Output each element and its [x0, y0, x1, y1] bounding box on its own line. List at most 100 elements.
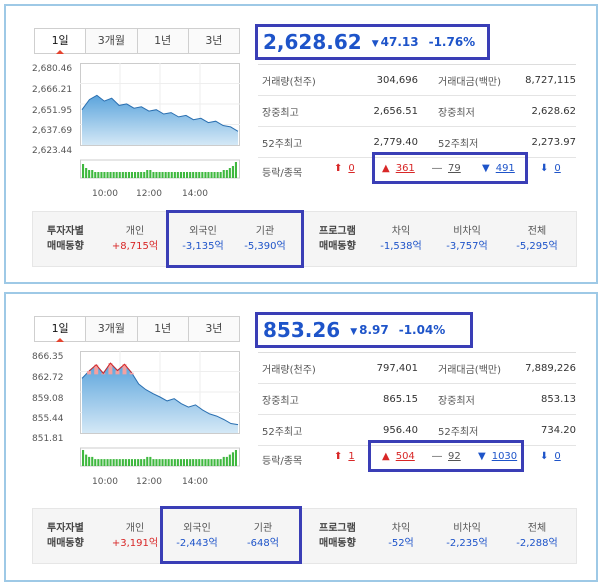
volume-bar: [170, 172, 173, 178]
upper-limit-link[interactable]: ⬆ 1: [334, 451, 355, 462]
volume-bar: [182, 172, 185, 178]
volume-bar: [94, 459, 97, 466]
stat-value: 797,401: [376, 362, 418, 374]
decline-link[interactable]: ▼ 491: [482, 163, 515, 174]
volume-bar: [210, 459, 213, 466]
volume-bar: [82, 450, 85, 466]
price-highlight-box: 853.26 ▼ 8.97 -1.04%: [255, 312, 473, 348]
volume-bar: [176, 172, 179, 178]
stat-label: 장중최고: [262, 395, 299, 407]
volume-bar: [137, 172, 140, 178]
volume-bar: [198, 172, 201, 178]
stat-row: 거래량(천주) 304,696 거래대금(백만) 8,727,115: [258, 65, 576, 96]
y-tick-label: 2,637.69: [32, 126, 73, 136]
up-arrow-icon: ⬆: [334, 163, 343, 174]
advance-decline-highlight-box: [368, 440, 524, 472]
volume-bar: [201, 459, 204, 466]
volume-bar: [189, 172, 192, 178]
volume-bar: [231, 452, 234, 466]
volume-bar: [155, 459, 158, 466]
stat-label: 52주최고: [262, 138, 303, 150]
tab-3month[interactable]: 3개월: [86, 317, 138, 341]
volume-bar: [106, 172, 109, 178]
volume-bar: [195, 459, 198, 466]
x-tick-label: 14:00: [182, 477, 208, 487]
decline-link[interactable]: ▼ 1030: [478, 451, 518, 462]
volume-bar: [216, 172, 219, 178]
lower-limit-link[interactable]: ⬇ 0: [540, 163, 561, 174]
volume-bar: [112, 172, 115, 178]
volume-bar: [173, 172, 176, 178]
volume-bar: [103, 459, 106, 466]
y-tick-label: 2,680.46: [32, 64, 73, 74]
volume-bar: [152, 172, 155, 178]
volume-bar: [164, 172, 167, 178]
advance-link[interactable]: ▲ 504: [382, 451, 415, 462]
volume-bar: [134, 172, 137, 178]
volume-bar: [112, 459, 115, 466]
institution-cell: 기관 -5,390억: [244, 226, 286, 252]
stat-row: 거래량(천주) 797,401 거래대금(백만) 7,889,226: [258, 353, 576, 384]
stat-value: 2,656.51: [373, 105, 418, 117]
tab-3year[interactable]: 3년: [188, 317, 239, 341]
period-tabs: 1일 3개월 1년 3년: [34, 316, 240, 342]
stat-label: 거래량(천주): [262, 364, 316, 376]
x-tick-label: 10:00: [92, 477, 118, 487]
foreign-institution-highlight-box: [166, 210, 304, 268]
volume-bar: [189, 459, 192, 466]
up-triangle-icon: ▲: [382, 451, 390, 462]
volume-bar: [195, 172, 198, 178]
tab-3month[interactable]: 3개월: [86, 29, 138, 53]
volume-bar: [155, 172, 158, 178]
updown-label: 등락/종목: [262, 168, 303, 179]
volume-bar: [158, 459, 161, 466]
lower-limit-link[interactable]: ⬇ 0: [540, 451, 561, 462]
dash-icon: ―: [432, 163, 442, 174]
y-tick-label: 866.35: [32, 352, 64, 362]
index-rate: -1.04%: [398, 323, 446, 337]
intraday-chart: [80, 351, 240, 467]
volume-bar: [161, 172, 164, 178]
kosdaq-panel: 1일 3개월 1년 3년 866.35 862.72 859.08 855.44…: [4, 292, 598, 582]
stats-table: 거래량(천주) 304,696 거래대금(백만) 8,727,115 장중최고 2,6…: [258, 64, 576, 158]
stat-row: 장중최고 2,656.51 장중최저 2,628.62: [258, 96, 576, 127]
volume-bar: [186, 459, 189, 466]
y-tick-label: 862.72: [32, 373, 64, 383]
investor-title: 투자자별 매매동향: [47, 226, 84, 252]
volume-bar: [176, 459, 179, 466]
program-title: 프로그램 매매동향: [319, 226, 356, 252]
volume-bar: [152, 459, 155, 466]
volume-bar: [91, 456, 94, 466]
volume-bar: [146, 456, 149, 466]
tab-1year[interactable]: 1년: [137, 317, 189, 341]
stat-value: 304,696: [376, 74, 418, 86]
down-arrow-icon: ⬇: [540, 451, 549, 462]
stat-row: 52주최고 956.40 52주최저 734.20: [258, 415, 576, 446]
stat-row: 52주최고 2,779.40 52주최저 2,273.97: [258, 127, 576, 158]
stat-value: 956.40: [383, 424, 418, 436]
volume-bar: [179, 459, 182, 466]
down-triangle-icon: ▼: [350, 327, 358, 337]
y-tick-label: 2,623.44: [32, 146, 73, 156]
volume-bar: [201, 172, 204, 178]
stat-value: 2,779.40: [373, 136, 418, 148]
advance-link[interactable]: ▲ 361: [382, 163, 415, 174]
unchanged-link[interactable]: ― 92: [432, 451, 461, 462]
volume-bar: [213, 459, 216, 466]
institution-cell: 기관 -648억: [247, 523, 279, 549]
stat-label: 장중최저: [438, 395, 475, 407]
tab-1year[interactable]: 1년: [137, 29, 189, 53]
tab-1day[interactable]: 1일: [35, 29, 87, 54]
volume-bar: [109, 459, 112, 466]
upper-limit-link[interactable]: ⬆ 0: [334, 163, 355, 174]
volume-bar: [82, 164, 85, 178]
tab-3year[interactable]: 3년: [188, 29, 239, 53]
x-tick-label: 12:00: [136, 477, 162, 487]
volume-bar: [219, 172, 222, 178]
stat-label: 거래대금(백만): [438, 76, 502, 88]
volume-bar: [222, 456, 225, 466]
volume-bar: [109, 172, 112, 178]
tab-1day[interactable]: 1일: [35, 317, 87, 342]
unchanged-link[interactable]: ― 79: [432, 163, 461, 174]
foreign-institution-highlight-box: [160, 506, 302, 564]
